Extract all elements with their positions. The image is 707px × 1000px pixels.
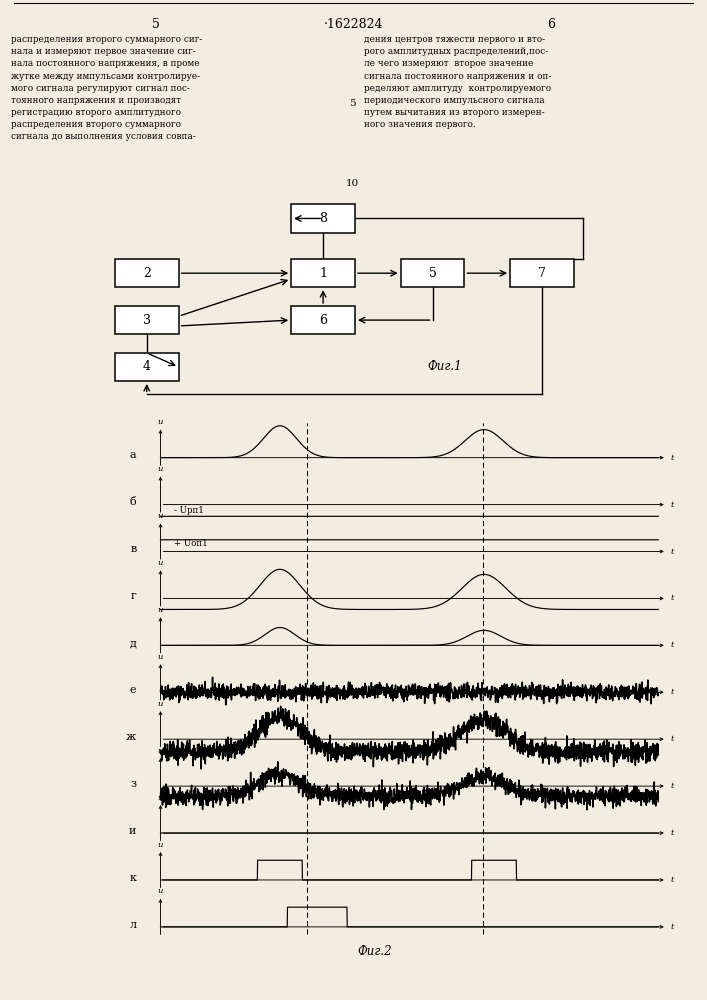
Text: 5: 5 <box>349 99 356 108</box>
Text: t: t <box>670 876 674 884</box>
Text: з: з <box>131 779 136 789</box>
Text: t: t <box>670 454 674 462</box>
Text: u: u <box>158 887 163 895</box>
Text: б: б <box>129 497 136 507</box>
Text: t: t <box>670 501 674 509</box>
Text: t: t <box>670 923 674 931</box>
Text: u: u <box>158 418 163 426</box>
Text: + Uоп1: + Uоп1 <box>174 539 208 548</box>
Text: дения центров тяжести первого и вто-
рого амплитудных распределений,пос-
ле чего: дения центров тяжести первого и вто- рог… <box>364 35 551 129</box>
Text: u: u <box>158 794 163 802</box>
Text: распределения второго суммарного сиг-
нала и измеряют первое значение сиг-
нала : распределения второго суммарного сиг- на… <box>11 35 202 141</box>
Text: 5: 5 <box>151 18 160 31</box>
Text: 8: 8 <box>319 212 327 225</box>
Text: t: t <box>670 829 674 837</box>
Text: u: u <box>158 465 163 473</box>
Text: в: в <box>130 544 136 554</box>
Text: 5: 5 <box>428 267 436 280</box>
Text: г: г <box>131 591 136 601</box>
Text: Фиг.1: Фиг.1 <box>428 360 462 373</box>
Text: и: и <box>129 826 136 836</box>
Bar <box>401 259 464 287</box>
Text: u: u <box>158 559 163 567</box>
Text: л: л <box>129 920 136 930</box>
Bar <box>510 259 574 287</box>
Bar <box>115 353 179 381</box>
Text: Фиг.2: Фиг.2 <box>358 945 392 958</box>
Text: 3: 3 <box>143 314 151 327</box>
Bar <box>291 259 355 287</box>
Text: 4: 4 <box>143 360 151 373</box>
Text: u: u <box>158 841 163 849</box>
Text: к: к <box>129 873 136 883</box>
Text: ·1622824: ·1622824 <box>324 18 383 31</box>
Text: е: е <box>130 685 136 695</box>
Text: t: t <box>670 548 674 556</box>
Text: u: u <box>158 606 163 614</box>
Bar <box>115 306 179 334</box>
Text: а: а <box>130 450 136 460</box>
Text: 1: 1 <box>319 267 327 280</box>
Text: 2: 2 <box>143 267 151 280</box>
Text: u: u <box>158 653 163 661</box>
Text: t: t <box>670 594 674 602</box>
Text: 7: 7 <box>538 267 546 280</box>
Text: 6: 6 <box>547 18 556 31</box>
Bar <box>115 259 179 287</box>
Text: t: t <box>670 688 674 696</box>
Bar <box>291 306 355 334</box>
Bar <box>291 204 355 233</box>
Text: 10: 10 <box>346 179 358 188</box>
Text: t: t <box>670 782 674 790</box>
Text: 6: 6 <box>319 314 327 327</box>
Text: u: u <box>158 700 163 708</box>
Text: u: u <box>158 512 163 520</box>
Text: ж: ж <box>127 732 136 742</box>
Text: u: u <box>158 747 163 755</box>
Text: д: д <box>129 638 136 648</box>
Text: t: t <box>670 641 674 649</box>
Text: t: t <box>670 735 674 743</box>
Text: - Uрп1: - Uрп1 <box>174 506 204 515</box>
